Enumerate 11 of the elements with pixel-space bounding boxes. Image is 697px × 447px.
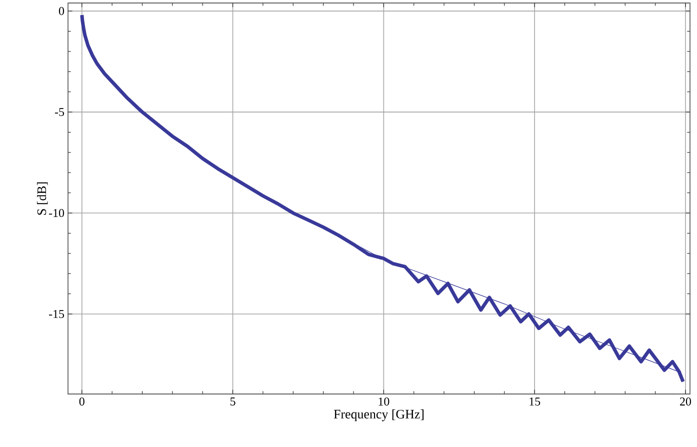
y-axis-title: S [dB] xyxy=(36,182,48,215)
x-tick-label: 5 xyxy=(230,398,236,406)
y-tick-label: 0 xyxy=(58,7,64,16)
y-tick-label: -5 xyxy=(54,108,64,116)
x-axis-title: Frequency [GHz] xyxy=(334,409,424,422)
y-tick-label: -10 xyxy=(48,208,64,218)
x-tick-label: 10 xyxy=(378,398,390,406)
x-tick-label: 20 xyxy=(680,398,691,406)
x-tick-label: 15 xyxy=(530,398,540,406)
y-tick-label: -15 xyxy=(48,310,64,318)
x-tick-label: 0 xyxy=(79,398,84,406)
